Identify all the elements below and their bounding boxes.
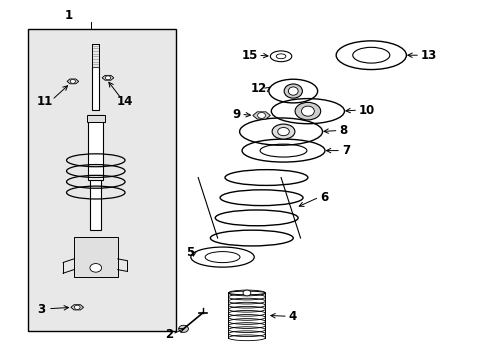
Text: 15: 15 — [241, 49, 257, 62]
Text: 5: 5 — [185, 246, 194, 259]
Text: 2: 2 — [164, 328, 173, 341]
Text: 11: 11 — [37, 95, 53, 108]
Polygon shape — [252, 112, 270, 119]
Ellipse shape — [277, 127, 289, 136]
Text: 7: 7 — [341, 144, 349, 157]
Text: 9: 9 — [232, 108, 240, 121]
Text: 6: 6 — [320, 191, 327, 204]
Circle shape — [178, 325, 188, 332]
Text: 13: 13 — [420, 49, 436, 62]
Text: 10: 10 — [358, 104, 375, 117]
Text: 4: 4 — [288, 310, 296, 323]
Bar — [92, 67, 99, 110]
Text: 14: 14 — [117, 95, 133, 108]
Polygon shape — [71, 305, 83, 310]
Bar — [88, 116, 103, 180]
Circle shape — [74, 305, 80, 309]
Bar — [87, 116, 104, 122]
Ellipse shape — [228, 291, 265, 295]
Ellipse shape — [260, 144, 306, 157]
Bar — [27, 30, 176, 330]
Polygon shape — [67, 79, 79, 84]
Ellipse shape — [271, 124, 294, 139]
Circle shape — [105, 76, 110, 80]
Circle shape — [90, 264, 102, 272]
Circle shape — [243, 290, 250, 296]
Text: 3: 3 — [37, 303, 45, 316]
Text: 8: 8 — [339, 124, 347, 137]
Circle shape — [70, 80, 75, 83]
Ellipse shape — [204, 252, 240, 263]
Circle shape — [257, 113, 265, 118]
Ellipse shape — [288, 87, 298, 95]
Ellipse shape — [301, 106, 314, 116]
Bar — [74, 237, 118, 277]
Text: 1: 1 — [65, 9, 73, 22]
Bar — [90, 180, 101, 230]
Ellipse shape — [352, 47, 389, 63]
Ellipse shape — [276, 54, 285, 59]
Polygon shape — [102, 75, 114, 80]
Text: 12: 12 — [250, 82, 266, 95]
Ellipse shape — [284, 84, 302, 98]
Ellipse shape — [294, 102, 320, 120]
